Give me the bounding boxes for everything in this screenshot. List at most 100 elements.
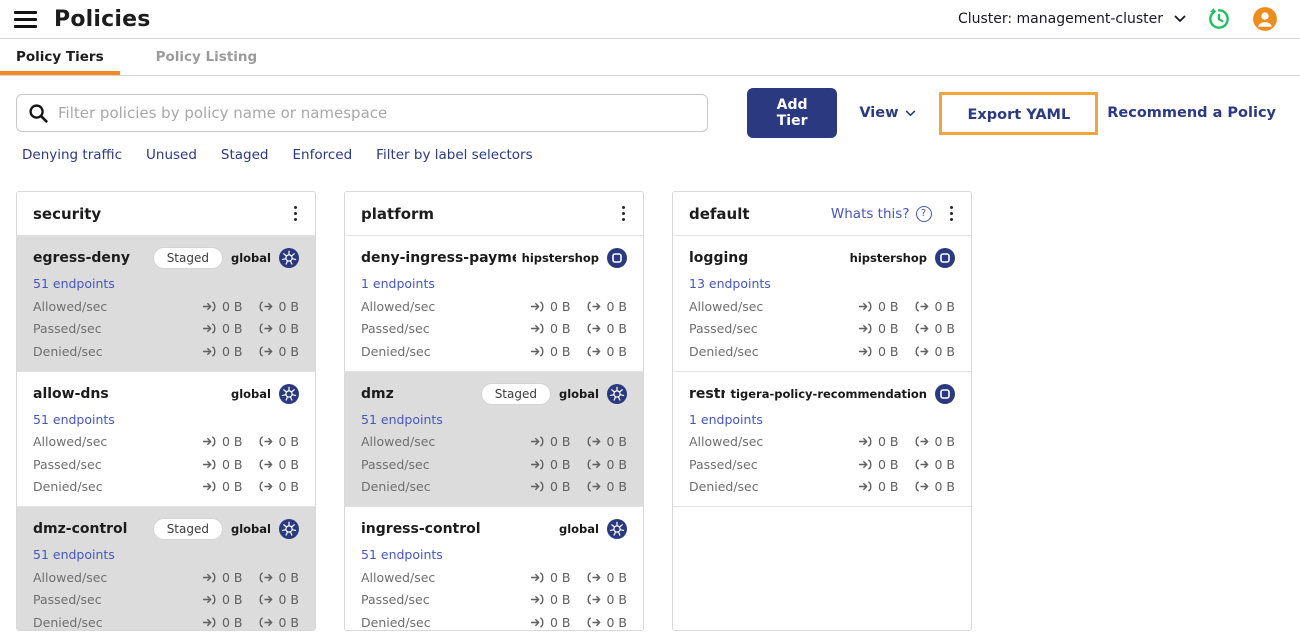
metric-row-allowed: Allowed/sec 0 B 0 B xyxy=(361,566,627,589)
chevron-down-icon xyxy=(1174,15,1186,22)
metric-row-passed: Passed/sec 0 B 0 B xyxy=(361,318,627,341)
page-title: Policies xyxy=(54,6,151,32)
ingress-value: 0 B xyxy=(549,479,571,495)
endpoints-link[interactable]: 51 endpoints xyxy=(33,411,115,427)
history-icon[interactable] xyxy=(1206,6,1232,32)
ingress-arrow-icon xyxy=(858,481,872,493)
policy-search-box[interactable] xyxy=(16,94,708,132)
egress-arrow-icon xyxy=(916,300,930,312)
filter-by-label-selectors[interactable]: Filter by label selectors xyxy=(376,147,533,163)
endpoints-link[interactable]: 1 endpoints xyxy=(689,411,763,427)
egress-value: 0 B xyxy=(278,479,299,495)
policy-card-egress-deny[interactable]: egress-deny Staged global 51 endpoints Allow… xyxy=(17,236,315,372)
ingress-value: 0 B xyxy=(221,569,243,585)
metric-label: Allowed/sec xyxy=(361,298,436,314)
ingress-value: 0 B xyxy=(877,321,899,337)
export-yaml-button[interactable]: Export YAML xyxy=(967,106,1071,123)
policy-search-input[interactable] xyxy=(58,104,696,122)
egress-value: 0 B xyxy=(934,343,955,359)
metric-row-passed: Passed/sec 0 B 0 B xyxy=(33,318,299,341)
endpoints-link[interactable]: 51 endpoints xyxy=(33,276,115,291)
ingress-arrow-icon xyxy=(202,571,216,583)
ingress-value: 0 B xyxy=(221,321,243,337)
policy-card-ingress-control[interactable]: ingress-control global 51 endpoints Allowed… xyxy=(345,507,643,630)
egress-arrow-icon xyxy=(588,594,602,606)
filter-enforced[interactable]: Enforced xyxy=(292,147,353,163)
ingress-value: 0 B xyxy=(221,456,243,472)
policy-name: restricted xyxy=(689,385,725,402)
policy-card-deny-ingress-paymentservi[interactable]: deny-ingress-paymentservi... hipstershop 1… xyxy=(345,236,643,372)
egress-value: 0 B xyxy=(278,569,299,585)
metric-row-denied: Denied/sec 0 B 0 B xyxy=(689,340,955,363)
endpoints-link[interactable]: 51 endpoints xyxy=(361,411,443,427)
cluster-selector[interactable]: Cluster: management-cluster xyxy=(958,11,1186,27)
endpoints-link[interactable]: 51 endpoints xyxy=(33,547,115,562)
ingress-value: 0 B xyxy=(549,569,571,585)
tab-policy-tiers[interactable]: Policy Tiers xyxy=(0,39,120,75)
policy-name: dmz-control xyxy=(33,521,128,537)
metric-row-denied: Denied/sec 0 B 0 B xyxy=(33,611,299,630)
egress-value: 0 B xyxy=(934,298,955,314)
tier-column-platform: platform deny-ingress-paymentservi... hips… xyxy=(344,191,644,631)
ingress-value: 0 B xyxy=(877,298,899,314)
egress-value: 0 B xyxy=(278,614,299,630)
whats-this-link[interactable]: Whats this?? xyxy=(831,205,932,222)
endpoints-link[interactable]: 1 endpoints xyxy=(361,276,435,291)
tier-header-default: default Whats this?? xyxy=(673,192,971,236)
metric-row-denied: Denied/sec 0 B 0 B xyxy=(689,476,955,499)
metric-row-allowed: Allowed/sec 0 B 0 B xyxy=(33,566,299,589)
export-yaml-highlight-box: Export YAML xyxy=(939,91,1099,135)
view-dropdown-button[interactable]: View xyxy=(859,105,916,121)
metric-label: Denied/sec xyxy=(33,479,103,495)
policy-card-allow-dns[interactable]: allow-dns global 51 endpoints Allowed/sec 0 … xyxy=(17,371,315,507)
egress-arrow-icon xyxy=(260,345,274,357)
endpoints-link[interactable]: 51 endpoints xyxy=(361,547,443,562)
egress-value: 0 B xyxy=(278,434,299,450)
egress-arrow-icon xyxy=(260,616,274,628)
policy-scope-label: global xyxy=(230,386,271,401)
egress-arrow-icon xyxy=(260,481,274,493)
policy-scope-label: hipstershop xyxy=(521,251,599,265)
tier-name: security xyxy=(33,204,102,223)
add-tier-button[interactable]: Add Tier xyxy=(746,88,838,138)
tier-name: platform xyxy=(361,204,435,223)
ingress-value: 0 B xyxy=(221,343,243,359)
filter-staged[interactable]: Staged xyxy=(220,147,269,163)
kebab-menu-icon[interactable] xyxy=(290,203,302,225)
policy-card-dmz-control[interactable]: dmz-control Staged global 51 endpoints Allow… xyxy=(17,507,315,630)
egress-arrow-icon xyxy=(916,458,930,470)
ingress-value: 0 B xyxy=(549,456,571,472)
egress-arrow-icon xyxy=(588,616,602,628)
policy-card-dmz[interactable]: dmz Staged global 51 endpoints Allowed/sec 0 … xyxy=(345,371,643,507)
egress-value: 0 B xyxy=(606,614,627,630)
ingress-arrow-icon xyxy=(530,323,544,335)
ingress-value: 0 B xyxy=(221,592,243,608)
egress-value: 0 B xyxy=(278,321,299,337)
ingress-arrow-icon xyxy=(858,458,872,470)
metric-row-allowed: Allowed/sec 0 B 0 B xyxy=(361,295,627,318)
policy-name: deny-ingress-paymentservi... xyxy=(361,250,516,266)
egress-arrow-icon xyxy=(588,571,602,583)
filter-unused[interactable]: Unused xyxy=(146,147,197,163)
policy-card-logging[interactable]: logging hipstershop 13 endpoints Allowed/se… xyxy=(673,236,971,372)
metric-row-passed: Passed/sec 0 B 0 B xyxy=(361,589,627,612)
egress-arrow-icon xyxy=(588,345,602,357)
kebab-menu-icon[interactable] xyxy=(946,203,958,225)
endpoints-link[interactable]: 13 endpoints xyxy=(689,276,771,291)
metric-label: Passed/sec xyxy=(689,321,758,337)
user-avatar[interactable] xyxy=(1252,6,1278,32)
tab-policy-listing[interactable]: Policy Listing xyxy=(140,39,274,75)
egress-arrow-icon xyxy=(588,300,602,312)
egress-arrow-icon xyxy=(260,594,274,606)
egress-value: 0 B xyxy=(934,434,955,450)
filter-denying-traffic[interactable]: Denying traffic xyxy=(22,147,123,163)
kebab-menu-icon[interactable] xyxy=(618,203,630,225)
metric-label: Passed/sec xyxy=(689,456,758,472)
ingress-value: 0 B xyxy=(877,456,899,472)
egress-value: 0 B xyxy=(606,343,627,359)
hamburger-menu-icon[interactable] xyxy=(14,10,37,28)
metric-label: Allowed/sec xyxy=(689,434,764,450)
ingress-arrow-icon xyxy=(202,616,216,628)
policy-card-restricted[interactable]: restricted tigera-policy-recommendation 1 … xyxy=(673,371,971,507)
recommend-policy-button[interactable]: Recommend a Policy xyxy=(1107,105,1276,121)
